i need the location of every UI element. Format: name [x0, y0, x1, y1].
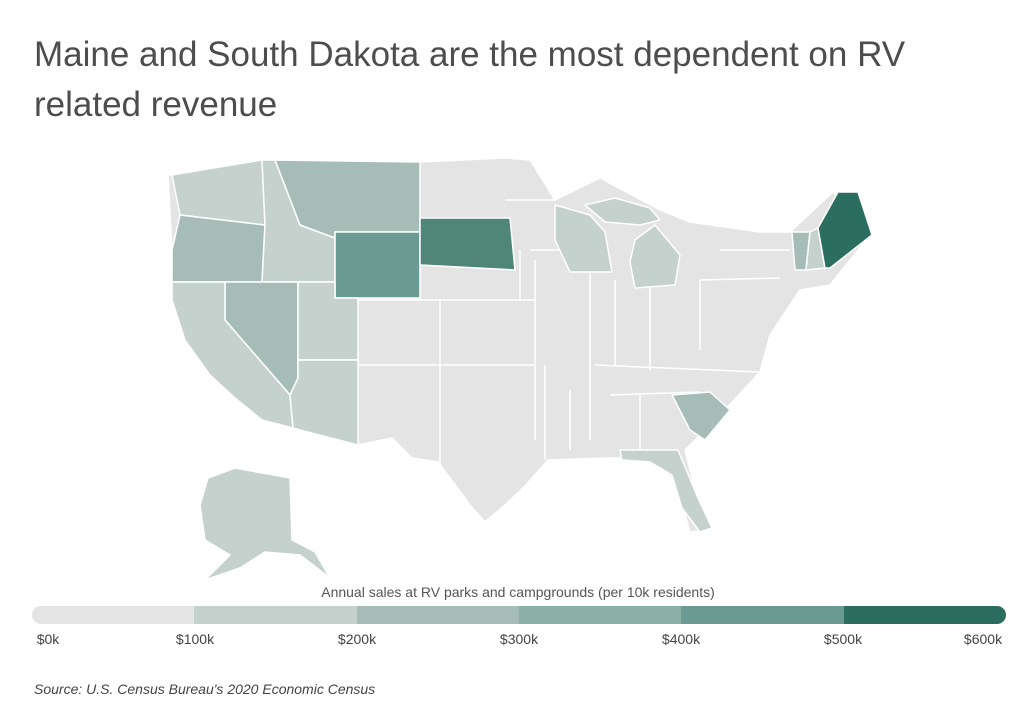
legend-tick-400k: $400k	[661, 631, 701, 647]
legend-swatch-0-100k	[32, 606, 195, 624]
chart-title: Maine and South Dakota are the most depe…	[34, 35, 906, 124]
source-note: Source: U.S. Census Bureau's 2020 Econom…	[34, 681, 376, 697]
legend-swatch-400-500k	[681, 606, 844, 624]
legend-tick-0: $0k	[36, 631, 60, 647]
state-wyoming	[334, 231, 421, 299]
legend-tick-500k: $500k	[823, 631, 863, 647]
state-alaska	[199, 467, 331, 581]
state-maine	[817, 191, 873, 269]
state-oregon	[171, 214, 266, 283]
legend-tick-600k: $600k	[963, 631, 1003, 647]
state-arizona	[289, 359, 359, 446]
state-florida	[619, 449, 713, 533]
legend-swatch-300-400k	[518, 606, 682, 624]
legend-tick-300k: $300k	[499, 631, 539, 647]
state-south-dakota	[419, 217, 516, 271]
legend-tick-100k: $100k	[175, 631, 215, 647]
state-wisconsin	[554, 204, 613, 273]
legend-title: Annual sales at RV parks and campgrounds…	[321, 584, 715, 600]
state-michigan	[629, 224, 681, 289]
state-south-carolina	[671, 391, 731, 441]
legend-tick-200k: $200k	[337, 631, 377, 647]
legend-swatch-500-600k	[843, 606, 1006, 624]
state-michigan-upper	[584, 197, 661, 226]
legend-swatch-200-300k	[356, 606, 519, 624]
state-california	[171, 281, 294, 429]
legend-swatch-100-200k	[194, 606, 357, 624]
legend-color-scale	[32, 606, 1006, 624]
